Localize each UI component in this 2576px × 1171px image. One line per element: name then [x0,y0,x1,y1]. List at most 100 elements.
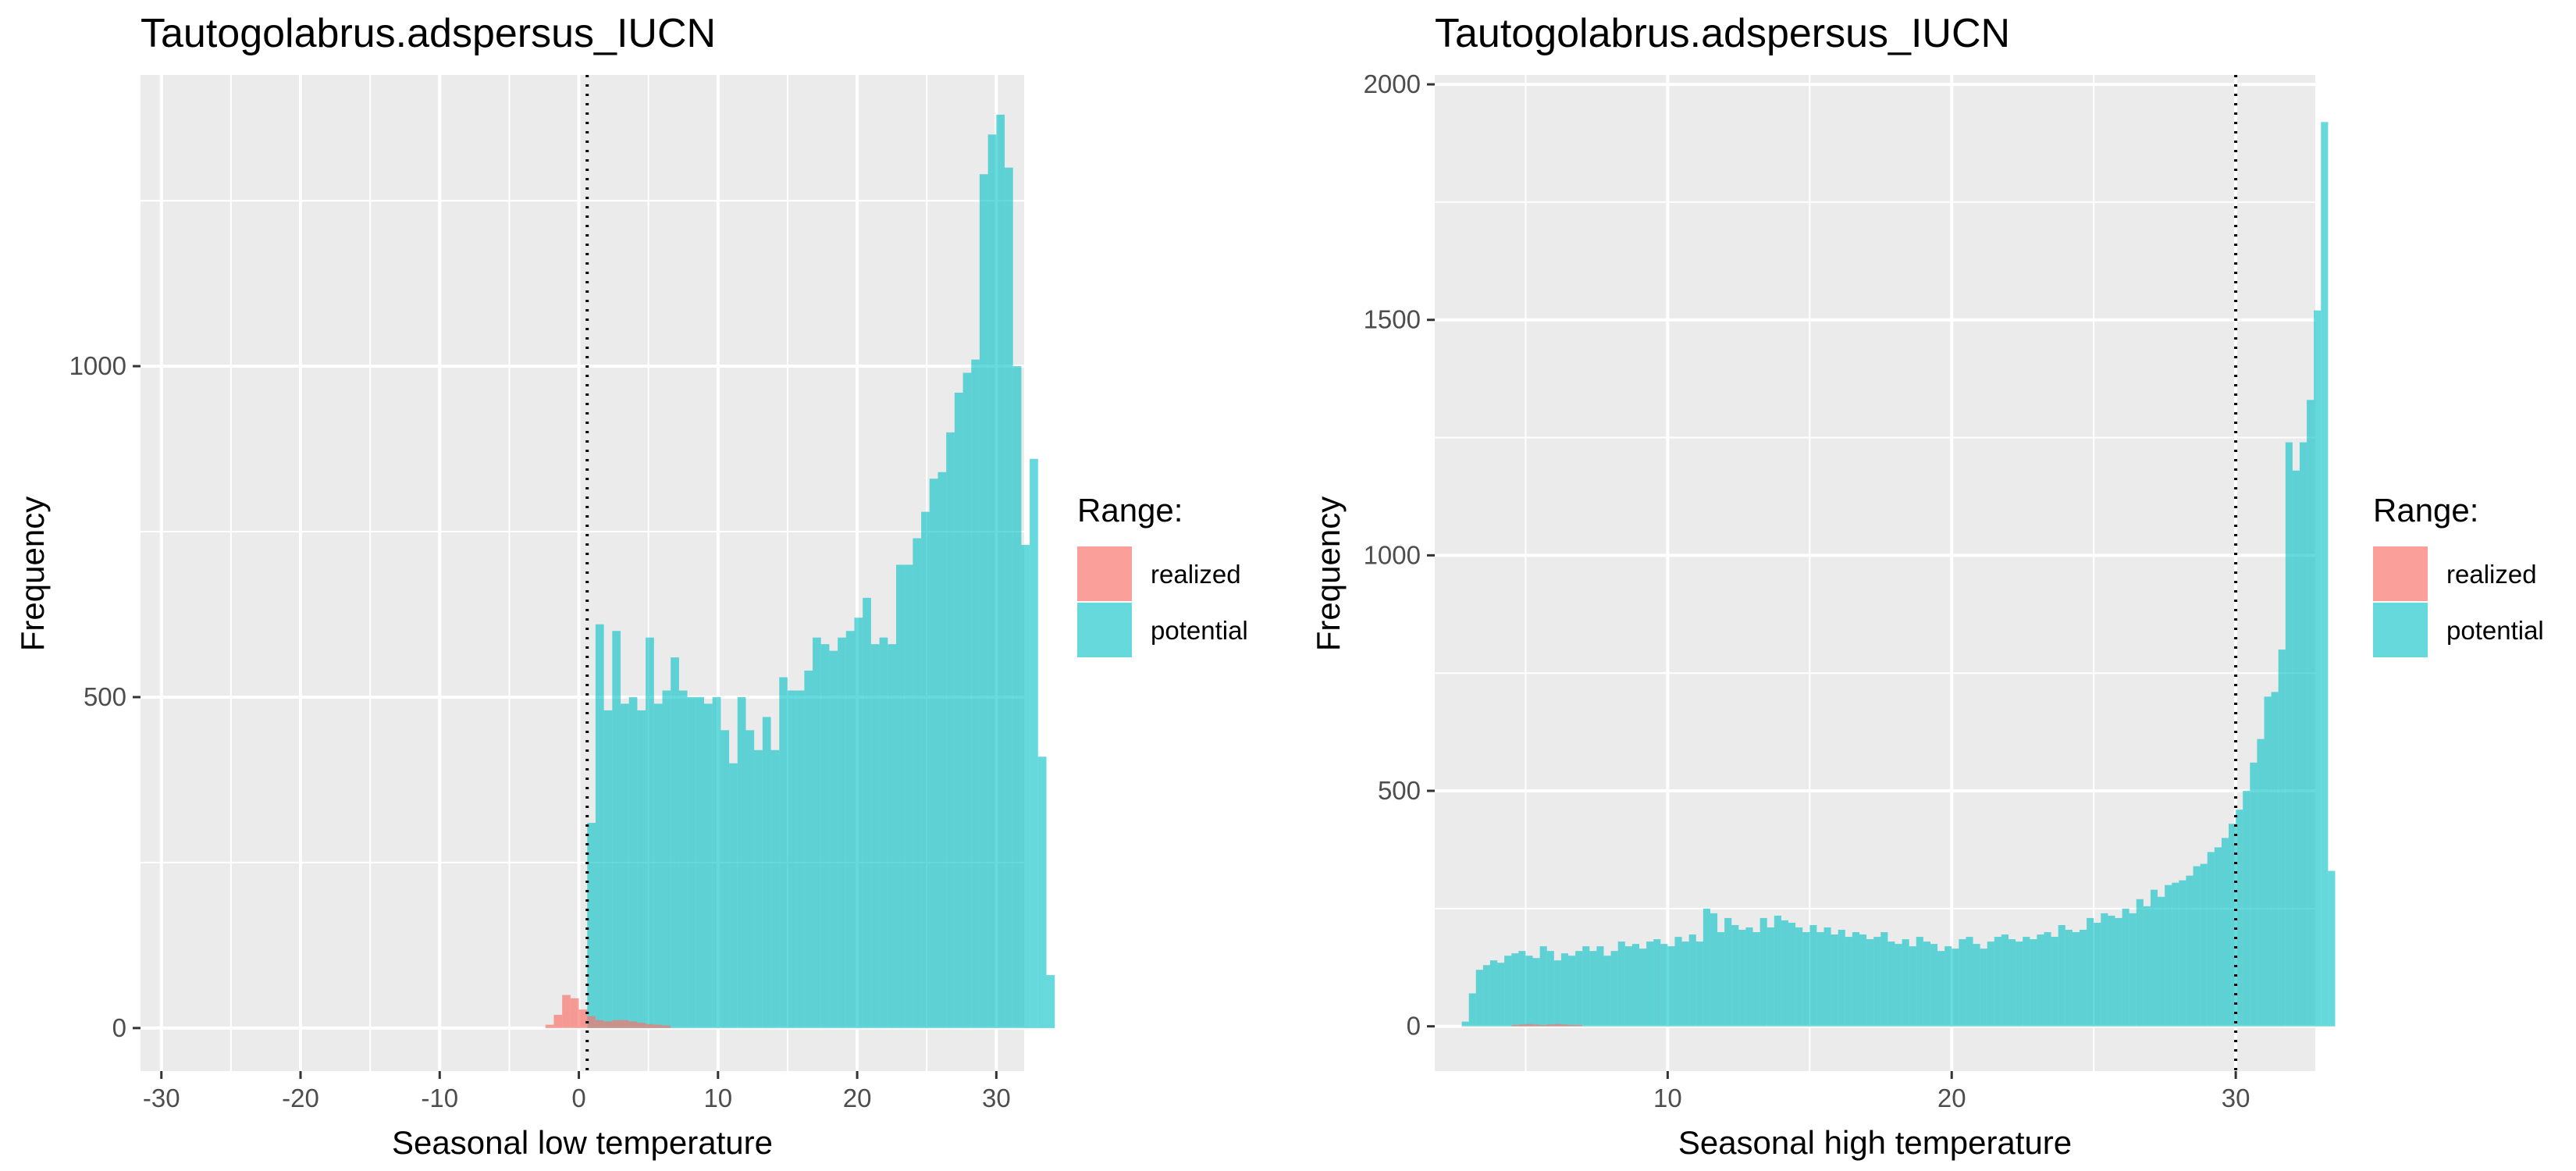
y-tick-label: 1000 [69,351,126,380]
bar-potential [2122,908,2129,1027]
bar-potential [987,134,997,1028]
bar-potential [1695,941,1703,1027]
bar-potential [1660,944,1668,1027]
bar-potential [1012,366,1022,1028]
bar-potential [696,696,704,1028]
bar-potential [1518,951,1526,1027]
right-chart: Tautogolabrus.adspersus_IUCN 10 20 30 0 500… [1310,11,2544,1161]
bar-potential [996,114,1005,1028]
bar-potential [2108,915,2115,1027]
x-tick-label: 0 [571,1084,585,1112]
bar-realized [570,998,579,1028]
bar-potential [712,696,721,1028]
bar-potential [1831,934,1838,1027]
bar-potential [2250,762,2258,1027]
bar-potential [1646,941,1654,1027]
bar-realized [1560,1024,1569,1027]
bar-potential [1781,920,1789,1027]
bar-potential [1030,458,1038,1028]
left-legend-swatch-potential [1077,603,1132,657]
left-x-axis-title: Seasonal low temperature [392,1124,773,1161]
bar-potential [1674,937,1682,1027]
x-tick-label: 30 [982,1084,1011,1112]
bar-potential [720,730,730,1028]
bar-realized [646,1023,654,1028]
bar-potential [2221,838,2229,1027]
bar-potential [1731,924,1739,1027]
left-chart: Tautogolabrus.adspersus_IUCN -30 -20 -10 0 1… [14,11,1248,1161]
bar-potential [787,690,796,1028]
bar-potential [1930,944,1938,1027]
bar-potential [1046,975,1055,1028]
left-bars [545,114,1055,1028]
bar-potential [2292,470,2300,1027]
bar-potential [2136,899,2144,1027]
bar-potential [1888,941,1895,1027]
bar-potential [2299,442,2307,1027]
bar-potential [2037,934,2044,1027]
bar-potential [1461,1021,1469,1027]
bar-potential [829,650,838,1028]
x-tick-label: -10 [421,1084,458,1112]
bar-potential [2229,824,2236,1027]
bar-potential [2044,932,2051,1027]
bar-potential [1724,917,1732,1027]
bar-potential [2285,442,2293,1027]
bar-potential [2321,122,2329,1027]
bar-realized [578,1009,588,1028]
bar-potential [2278,650,2286,1027]
bar-potential [621,703,629,1028]
bar-potential [1589,951,1597,1027]
bar-potential [1560,953,1569,1027]
bar-potential [754,749,763,1028]
bar-potential [2186,875,2194,1027]
bar-potential [2001,934,2009,1027]
bar-potential [2214,847,2222,1027]
bar-potential [1859,934,1867,1027]
bar-potential [745,730,755,1028]
bar-potential [2165,884,2172,1027]
bar-potential [2264,696,2272,1027]
bar-potential [879,637,888,1028]
bar-potential [845,631,855,1028]
y-tick-label: 1000 [1364,540,1421,569]
bar-potential [1539,946,1547,1027]
bar-potential [662,690,671,1028]
bar-potential [813,637,821,1028]
bar-potential [1653,939,1661,1027]
bar-potential [628,696,638,1028]
bar-realized [621,1020,629,1028]
bar-potential [2129,913,2137,1027]
bar-potential [804,671,813,1028]
bar-realized [562,995,571,1028]
bar-potential [863,597,871,1028]
bar-potential [1005,167,1013,1028]
bar-potential [1610,951,1618,1027]
bar-potential [1795,927,1803,1027]
left-legend-title: Range: [1077,492,1183,529]
bar-potential [1759,917,1767,1027]
bar-potential [1617,941,1625,1027]
x-tick-label: -30 [143,1084,180,1112]
bar-potential [1966,937,1973,1027]
y-tick-label: 1500 [1364,305,1421,334]
bar-potential [2008,939,2016,1027]
bar-potential [2172,882,2179,1027]
right-y-axis-title: Frequency [1310,497,1347,651]
bar-potential [2094,922,2101,1027]
bar-potential [1475,970,1483,1027]
x-tick-label: 20 [1937,1084,1966,1112]
right-legend-swatch-realized [2373,546,2428,601]
x-tick-label: 20 [843,1084,872,1112]
bar-potential [678,690,688,1028]
left-y-axis-title: Frequency [14,497,51,651]
bar-realized [1511,1024,1519,1027]
bar-realized [1575,1024,1583,1027]
bar-potential [1553,960,1561,1027]
bar-potential [1852,932,1859,1027]
bar-potential [979,174,988,1028]
bar-realized [595,1020,604,1028]
y-tick-label: 2000 [1364,69,1421,98]
bar-potential [1738,930,1746,1027]
bar-potential [1745,927,1753,1027]
